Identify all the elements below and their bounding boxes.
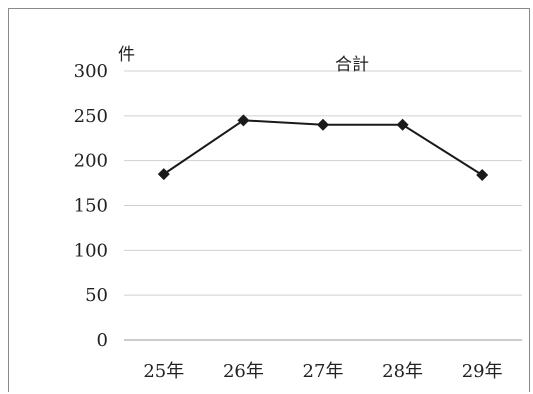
x-tick-label: 27年 [303,361,344,382]
chart-title: 合計 [335,55,369,75]
y-tick-label: 50 [85,285,108,306]
x-axis-tick-labels: 25年 26年 27年 28年 29年 [143,361,502,382]
y-tick-label: 200 [74,151,108,172]
x-tick-label: 26年 [223,361,264,382]
y-tick-label: 100 [74,240,108,261]
x-tick-label: 25年 [143,361,184,382]
x-tick-label: 28年 [382,361,423,382]
y-tick-label: 0 [97,330,108,351]
y-tick-label: 300 [74,61,108,82]
data-point-marker [476,169,489,182]
data-point-marker [237,114,250,127]
data-point-marker [157,168,170,181]
x-tick-label: 29年 [462,361,503,382]
y-axis-unit-label: 件 [118,45,135,65]
series-markers [157,114,489,182]
y-tick-label: 150 [74,196,108,217]
y-tick-label: 250 [74,106,108,127]
data-point-marker [396,118,409,131]
chart-frame [8,8,530,392]
data-point-marker [317,118,329,131]
gridlines [124,70,522,341]
y-axis-tick-labels: 0 50 100 150 200 250 300 [74,61,108,351]
